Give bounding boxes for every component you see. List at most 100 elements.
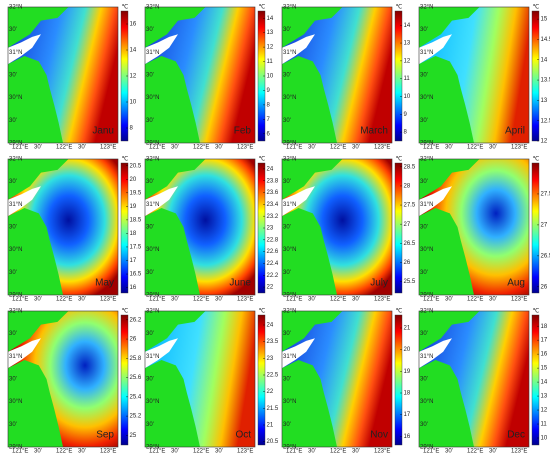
lat-label: 30' — [420, 225, 428, 231]
lat-label: 30' — [283, 225, 291, 231]
lon-label: 30' — [352, 449, 360, 455]
colorbar-tick-label: 12 — [130, 74, 137, 80]
colorbar-tick-label: 25.8 — [130, 356, 142, 362]
lat-label: 31°N — [146, 354, 159, 360]
lat-label: 32°N — [420, 309, 433, 315]
lon-label: 30' — [445, 145, 453, 151]
colorbar-tick-label: 8 — [404, 130, 408, 136]
colorbar-tick-label: 12 — [267, 45, 274, 51]
colorbar-tick-label: 23.4 — [267, 202, 279, 208]
month-label: Aug — [507, 278, 525, 289]
colorbar-tick-label: 10 — [541, 436, 548, 442]
lat-label: 30' — [420, 73, 428, 79]
lat-label: 30' — [283, 179, 291, 185]
lon-label: 30' — [308, 297, 316, 303]
lon-label: 123°E — [374, 449, 390, 455]
colorbar-tick-label: 27.5 — [404, 203, 416, 209]
colorbar-tick-label: 12 — [404, 58, 411, 64]
colorbar-tick-label: 21 — [267, 423, 274, 429]
lat-label: 30' — [9, 422, 17, 428]
lon-label: 122°E — [56, 145, 72, 151]
lon-label: 30' — [215, 449, 223, 455]
lon-label: 30' — [445, 449, 453, 455]
lat-label: 32°N — [283, 157, 296, 163]
lon-label: 121°E — [286, 145, 302, 151]
colorbar-tick-label: 8 — [130, 126, 134, 132]
lon-label: 30' — [308, 145, 316, 151]
lat-label: 32°N — [283, 5, 296, 11]
lat-label: 31°N — [9, 50, 22, 56]
colorbar — [121, 163, 128, 293]
colorbar-tick-label: 13 — [404, 41, 411, 47]
lon-label: 122°E — [193, 297, 209, 303]
unit-label: ℃ — [533, 5, 540, 11]
lon-label: 30' — [352, 297, 360, 303]
colorbar-tick-label: 13.5 — [541, 78, 550, 84]
lat-label: 31°N — [283, 354, 296, 360]
lon-label: 30' — [489, 449, 497, 455]
lon-label: 123°E — [374, 297, 390, 303]
lat-label: 30' — [283, 73, 291, 79]
colorbar-tick-label: 20 — [404, 347, 411, 353]
colorbar-tick-label: 9 — [267, 88, 271, 94]
colorbar-tick-label: 28.5 — [404, 164, 416, 170]
month-label: Oct — [235, 430, 251, 441]
lat-label: 30' — [420, 179, 428, 185]
colorbar-tick-label: 16 — [130, 285, 137, 291]
colorbar-tick-label: 25.2 — [130, 414, 142, 420]
colorbar-tick-label: 21 — [404, 326, 411, 332]
lat-label: 30' — [146, 270, 154, 276]
lon-label: 30' — [489, 145, 497, 151]
colorbar-tick-label: 25.6 — [130, 375, 142, 381]
colorbar-tick-label: 23 — [267, 356, 274, 362]
colorbar-tick-label: 12 — [541, 139, 548, 145]
unit-label: ℃ — [396, 157, 403, 163]
lat-label: 30' — [146, 118, 154, 124]
lon-label: 30' — [215, 297, 223, 303]
colorbar — [258, 315, 265, 445]
colorbar-tick-label: 12 — [541, 408, 548, 414]
lat-label: 30°N — [283, 247, 296, 253]
lon-label: 121°E — [423, 145, 439, 151]
month-label: Feb — [234, 126, 252, 137]
colorbar-tick-label: 19 — [404, 369, 411, 375]
lon-label: 121°E — [286, 449, 302, 455]
lon-label: 122°E — [193, 449, 209, 455]
month-label: Sep — [96, 430, 114, 441]
lat-label: 31°N — [9, 354, 22, 360]
unit-label: ℃ — [396, 309, 403, 315]
lat-label: 30' — [146, 377, 154, 383]
colorbar-tick-label: 25.4 — [130, 394, 142, 400]
lat-label: 31°N — [420, 354, 433, 360]
colorbar-tick-label: 22.2 — [267, 273, 279, 279]
lat-label: 30' — [9, 377, 17, 383]
unit-label: ℃ — [259, 157, 266, 163]
unit-label: ℃ — [122, 157, 129, 163]
colorbar-tick-label: 25.5 — [404, 279, 416, 285]
lon-label: 123°E — [237, 449, 253, 455]
colorbar-tick-label: 11 — [541, 422, 548, 428]
colorbar-tick-label: 26.2 — [130, 317, 142, 323]
month-label: Janu — [92, 126, 114, 137]
colorbar-tick-label: 20.5 — [130, 163, 142, 169]
colorbar-tick-label: 19 — [130, 204, 137, 210]
colorbar-tick-label: 14 — [130, 48, 137, 54]
lat-label: 30°N — [9, 247, 22, 253]
colorbar-tick-label: 17 — [130, 258, 137, 264]
colorbar-tick-label: 15 — [541, 17, 548, 23]
lat-label: 31°N — [420, 202, 433, 208]
lon-label: 123°E — [237, 297, 253, 303]
unit-label: ℃ — [259, 5, 266, 11]
lon-label: 122°E — [467, 449, 483, 455]
lat-label: 30' — [146, 27, 154, 33]
colorbar-tick-label: 20.5 — [267, 439, 279, 445]
lat-label: 32°N — [420, 157, 433, 163]
colorbar-tick-label: 19.5 — [130, 190, 142, 196]
lat-label: 30' — [9, 73, 17, 79]
lat-label: 30' — [420, 270, 428, 276]
month-label: June — [229, 278, 251, 289]
lat-label: 32°N — [9, 309, 22, 315]
colorbar-tick-label: 14 — [267, 16, 274, 22]
lat-label: 30' — [283, 377, 291, 383]
colorbar-tick-label: 22 — [267, 389, 274, 395]
